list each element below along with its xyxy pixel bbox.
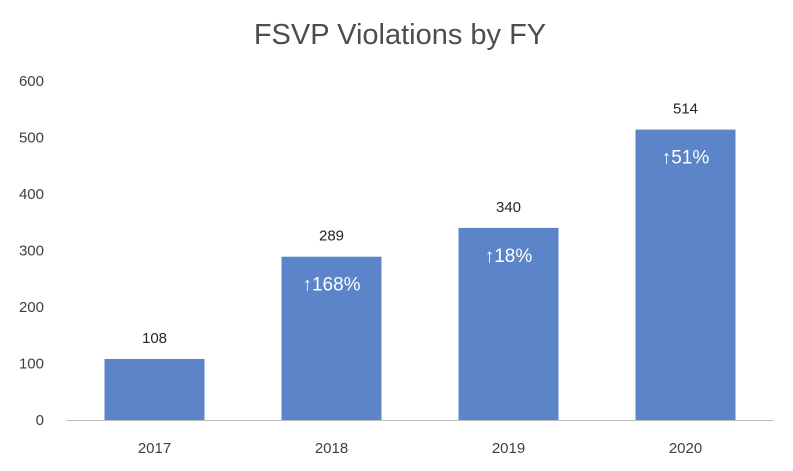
y-tick-label: 500 <box>19 130 44 147</box>
chart-title: FSVP Violations by FY <box>254 19 546 51</box>
bar-2020 <box>635 129 736 420</box>
x-tick-label-2018: 2018 <box>315 440 348 457</box>
change-annotation-2018: ↑168% <box>302 275 360 296</box>
x-tick-label-2019: 2019 <box>492 440 525 457</box>
bar-2018 <box>281 256 382 420</box>
y-tick-label: 400 <box>19 186 44 203</box>
data-label-2020: 514 <box>673 101 698 118</box>
data-label-2018: 289 <box>319 228 344 245</box>
x-tick-label-2017: 2017 <box>138 440 171 457</box>
y-tick-label: 200 <box>19 299 44 316</box>
change-annotation-2020: ↑51% <box>662 148 710 169</box>
bar-2017 <box>104 358 205 420</box>
x-axis: 2017 2018 2019 2020 <box>66 420 774 457</box>
y-tick-label: 100 <box>19 356 44 373</box>
y-axis: 0 100 200 300 400 500 600 <box>19 73 44 429</box>
data-label-2017: 108 <box>142 330 167 347</box>
bar-2019 <box>458 227 559 420</box>
y-tick-label: 600 <box>19 73 44 90</box>
y-tick-label: 0 <box>36 412 44 429</box>
change-annotation-2019: ↑18% <box>485 246 533 267</box>
x-tick-label-2020: 2020 <box>669 440 702 457</box>
bars: 108 289 ↑168% 340 ↑18% 514 ↑51% <box>104 101 736 420</box>
data-label-2019: 340 <box>496 199 521 216</box>
y-tick-label: 300 <box>19 243 44 260</box>
